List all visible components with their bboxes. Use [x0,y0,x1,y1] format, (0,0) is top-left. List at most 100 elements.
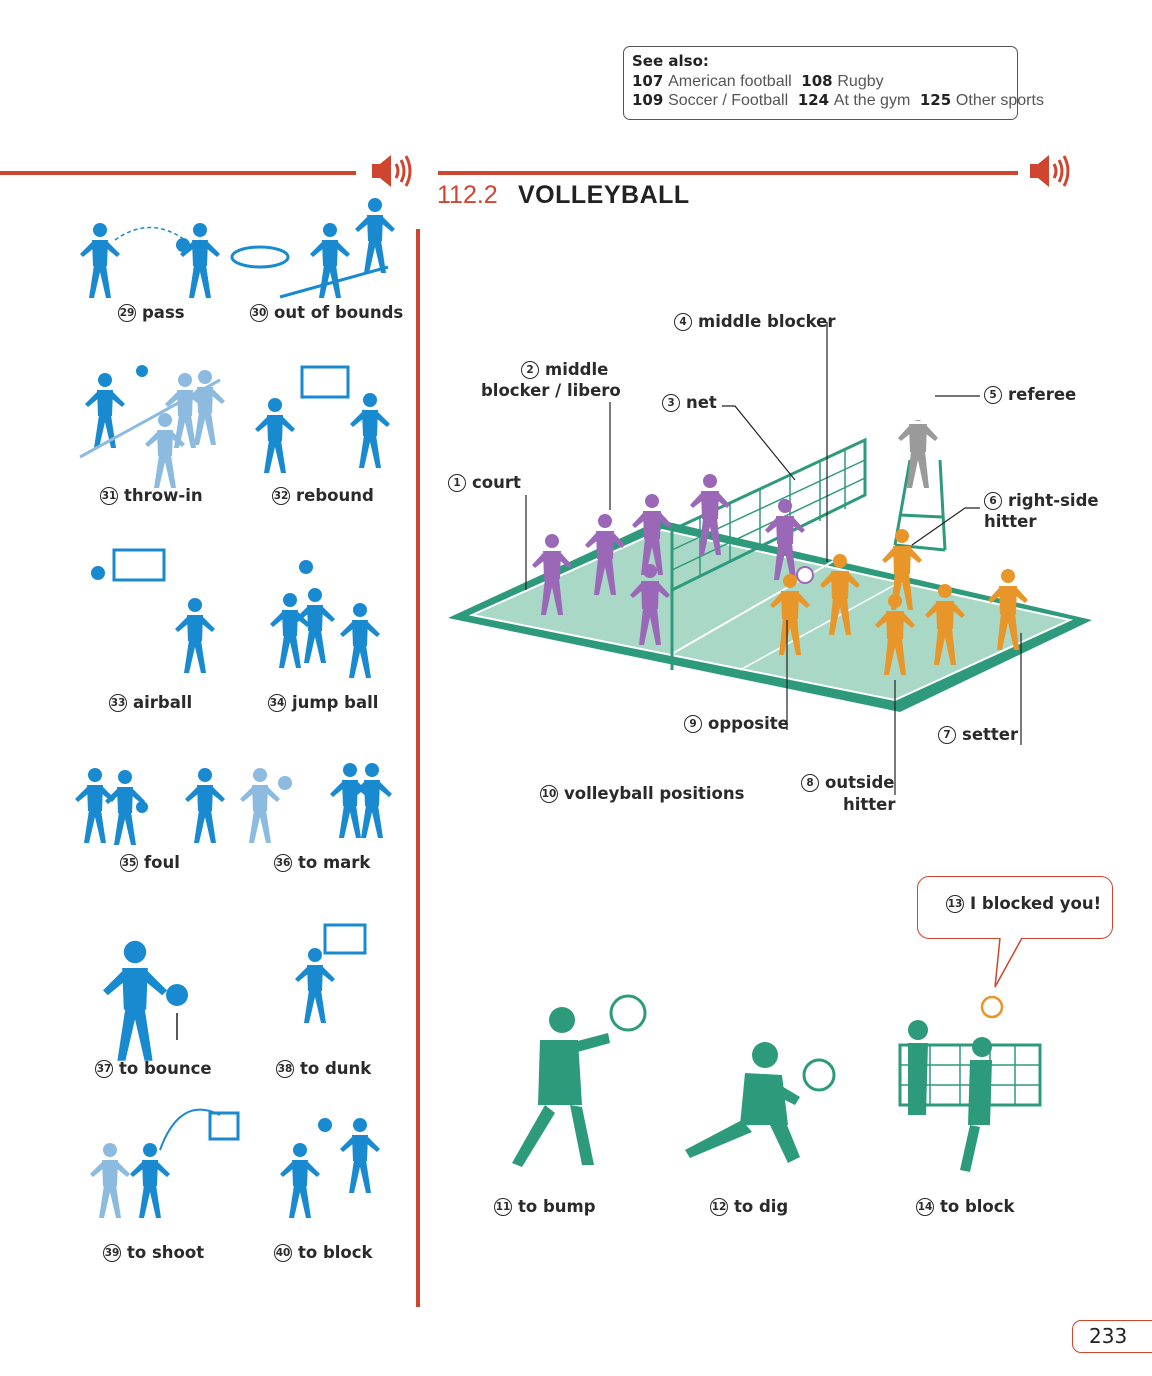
label-text: opposite [708,714,789,733]
label-number: 11 [494,1197,512,1216]
term-text: to dunk [300,1059,372,1078]
term-label: 31 throw-in [100,486,203,505]
page-number: 233 [1072,1320,1152,1353]
term-text: foul [144,853,180,872]
term-text: rebound [296,486,374,505]
speaker-icon[interactable] [370,152,414,190]
ref-label[interactable]: At the gym [833,92,911,109]
term-number: 38 [276,1059,294,1078]
term-label: 35 foul [120,853,180,872]
court-label: 2 middle [521,360,608,379]
court-label: 9 opposite [684,714,789,733]
label-text: right-side [1008,491,1099,510]
left-header-rule [0,171,356,175]
term-label: 34 jump ball [268,693,378,712]
label-text: outside [825,773,895,792]
basketball-illustrations [75,198,395,1218]
action-text: to block [940,1197,1015,1216]
action-label: 14 to block [916,1197,1015,1216]
volleyball-player-icon [512,1007,1042,1172]
term-number: 30 [250,303,268,322]
label-number: 5 [984,385,1002,404]
term-text: to bounce [119,1059,212,1078]
ref-number[interactable]: 124 [797,91,830,109]
action-label: 11 to bump [494,1197,596,1216]
term-text: jump ball [292,693,379,712]
term-label: 39 to shoot [103,1243,204,1262]
see-also-line-1: 107 American football 108 Rugby [632,72,1009,92]
label-number: 9 [684,714,702,733]
term-number: 40 [274,1243,292,1262]
ref-label[interactable]: American football [668,72,792,90]
term-text: airball [133,693,193,712]
court-label: 8 outside [801,773,894,792]
label-text: setter [962,725,1019,744]
see-also-line-2: 109 Soccer / Football 124 At the gym 125… [632,91,1044,111]
term-number: 34 [268,693,286,712]
term-text: to shoot [127,1243,205,1262]
label-number: 14 [916,1197,934,1216]
term-number: 33 [109,693,127,712]
court-label-line2: hitter [984,512,1037,531]
ref-label[interactable]: Rugby [837,72,884,90]
label-text: court [472,473,521,492]
ref-number[interactable]: 125 [919,91,952,109]
term-label: 37 to bounce [95,1059,212,1078]
ref-number[interactable]: 108 [801,71,833,90]
ref-label[interactable]: Other sports [955,92,1044,109]
bubble-label: I blocked you! [970,894,1102,913]
court-label: 10 volleyball positions [540,784,744,803]
section-number: 112.2 [437,181,498,209]
term-number: 31 [100,486,118,505]
label-number: 10 [540,784,558,803]
term-number: 36 [274,853,292,872]
term-label: 30 out of bounds [250,303,403,322]
term-label: 40 to block [274,1243,373,1262]
volleyball-actions [512,994,1042,1172]
speech-bubble-tail [994,937,1023,988]
term-text: to mark [298,853,371,872]
label-number: 13 [946,894,964,913]
volleyball-court-icon [448,420,1092,712]
label-number: 4 [674,312,692,331]
action-label: 12 to dig [710,1197,788,1216]
label-number: 12 [710,1197,728,1216]
court-label-line2: blocker / libero [481,381,621,400]
court-label-line2: hitter [843,795,896,814]
action-text: to bump [518,1197,596,1216]
label-text: net [686,393,717,412]
term-text: to block [298,1243,373,1262]
label-number: 2 [521,360,539,379]
term-number: 39 [103,1243,121,1262]
ref-label[interactable]: Soccer / Football [668,92,789,109]
label-number: 3 [662,393,680,412]
speaker-icon[interactable] [1028,152,1072,190]
column-divider [416,229,420,1307]
see-also-box: See also: 107 American football 108 Rugb… [623,46,1044,120]
term-label: 29 pass [118,303,185,322]
bubble-text: 13 I blocked you! [946,894,1101,913]
term-label: 32 rebound [272,486,374,505]
right-header-rule [438,171,1018,175]
section-title: VOLLEYBALL [518,181,690,209]
label-text: middle [545,360,609,379]
term-label: 33 airball [109,693,192,712]
label-text: volleyball positions [564,784,745,803]
label-number: 6 [984,491,1002,510]
term-number: 37 [95,1059,113,1078]
term-label: 38 to dunk [276,1059,371,1078]
ref-number[interactable]: 107 [632,71,664,90]
label-number: 1 [448,473,466,492]
action-text: to dig [734,1197,789,1216]
term-text: out of bounds [274,303,404,322]
court-label: 5 referee [984,385,1076,404]
court-label: 1 court [448,473,521,492]
court-label: 4 middle blocker [674,312,836,331]
term-text: pass [142,303,185,322]
see-also-heading: See also: [632,52,709,70]
label-text: middle blocker [698,312,836,331]
term-number: 32 [272,486,290,505]
court-label: 7 setter [938,725,1018,744]
ref-number[interactable]: 109 [632,91,664,109]
